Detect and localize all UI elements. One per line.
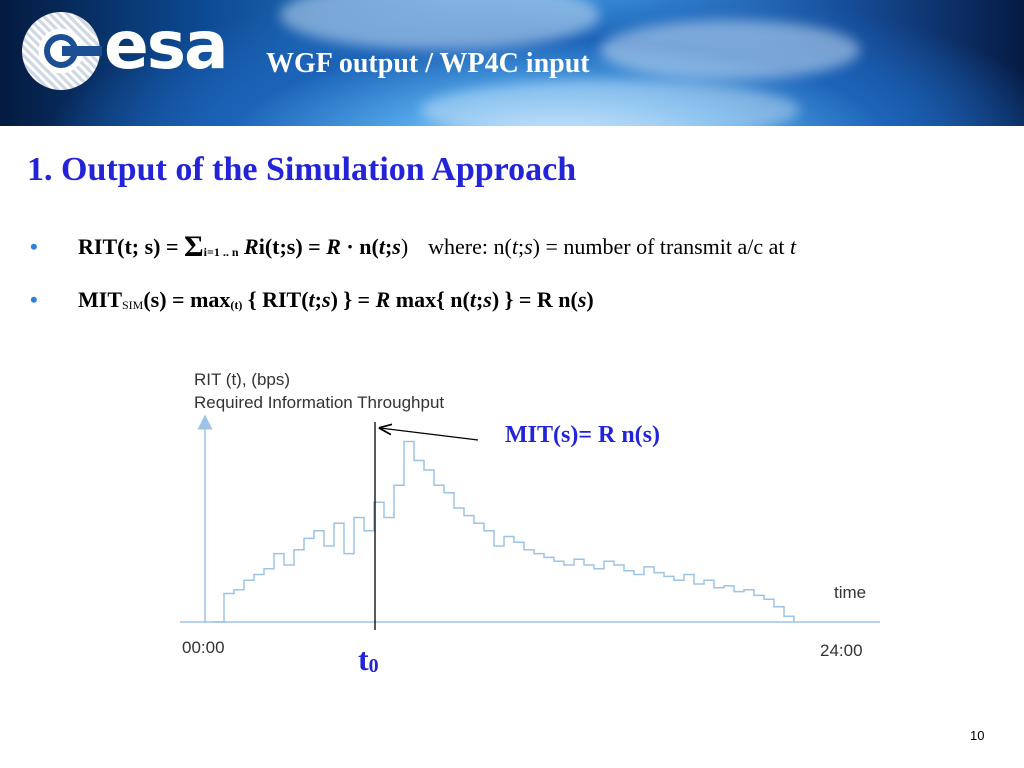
s-variable: s: [524, 234, 533, 259]
banner-cloud: [280, 0, 600, 50]
esa-logo-text: esa: [104, 7, 229, 84]
header-banner: esa WGF output / WP4C input: [0, 0, 1024, 126]
mit-term: (s) = max: [143, 287, 231, 312]
sigma-symbol: Σ: [184, 230, 204, 263]
rit-term: { RIT(: [242, 287, 309, 312]
rit-term: i(t;s) =: [258, 234, 327, 259]
r-symbol: R: [244, 234, 259, 259]
section-title: 1. Output of the Simulation Approach: [27, 151, 577, 188]
x-axis-label: time: [834, 583, 866, 602]
formula-mit: • MITSIM(s) = max(t) { RIT(t;s) } = R max…: [30, 285, 594, 320]
mit-label: MIT: [78, 287, 122, 312]
where-clause-text: ) = number of transmit a/c at: [532, 234, 791, 259]
esa-emblem-icon: [22, 12, 102, 90]
y-axis-label-line1: RIT (t), (bps): [194, 370, 290, 389]
page-number: 10: [970, 728, 985, 743]
t-variable: t: [790, 234, 797, 259]
y-axis-label-line2: Required Information Throughput: [194, 393, 444, 412]
x-tick-start: 00:00: [182, 638, 225, 657]
sigma-subscript: i=1 .. n: [203, 245, 239, 259]
s-variable: s: [577, 287, 587, 312]
s-variable: s: [483, 287, 492, 312]
banner-cloud: [600, 20, 860, 80]
equals-term: ) } =: [330, 287, 376, 312]
formula-rit: • RIT(t; s) = Σi=1 .. n Ri(t;s) = R · n(t…: [30, 232, 796, 267]
t-variable: t: [511, 234, 518, 259]
result-term: ) } = R n(: [491, 287, 578, 312]
banner-title: WGF output / WP4C input: [266, 48, 590, 79]
where-clause: where: n(: [428, 234, 512, 259]
banner-cloud: [420, 80, 800, 126]
r-symbol: R: [375, 287, 391, 312]
rit-chart: RIT (t), (bps) Required Information Thro…: [180, 370, 880, 677]
t0-label: t0: [358, 641, 379, 677]
mit-subscript: SIM: [122, 298, 144, 312]
rit-series-line: [214, 440, 795, 623]
separator: ;: [314, 287, 322, 312]
separator: ;: [517, 234, 525, 259]
close-paren: ): [400, 234, 409, 259]
s-variable: s: [392, 234, 401, 259]
t0-main: t: [358, 641, 369, 677]
bullet-icon: •: [30, 287, 38, 312]
close-paren: ): [586, 287, 594, 312]
t-variable: t: [469, 287, 476, 312]
t0-subscript: 0: [369, 655, 379, 677]
bullet-icon: •: [30, 234, 38, 259]
t-variable: t: [378, 234, 385, 259]
r-symbol: R: [326, 234, 341, 259]
separator: ;: [384, 234, 393, 259]
s-variable: s: [322, 287, 331, 312]
mit-annotation: MIT(s)= R n(s): [505, 422, 660, 448]
product-term: · n(: [340, 234, 379, 259]
t-variable: t: [308, 287, 315, 312]
x-tick-end: 24:00: [820, 641, 863, 660]
mit-pointer-arrow: [380, 428, 479, 441]
max-term: max{ n(: [390, 287, 470, 312]
rit-lhs: RIT(t; s) =: [78, 234, 185, 259]
max-subscript: (t): [230, 298, 243, 312]
separator: ;: [475, 287, 484, 312]
